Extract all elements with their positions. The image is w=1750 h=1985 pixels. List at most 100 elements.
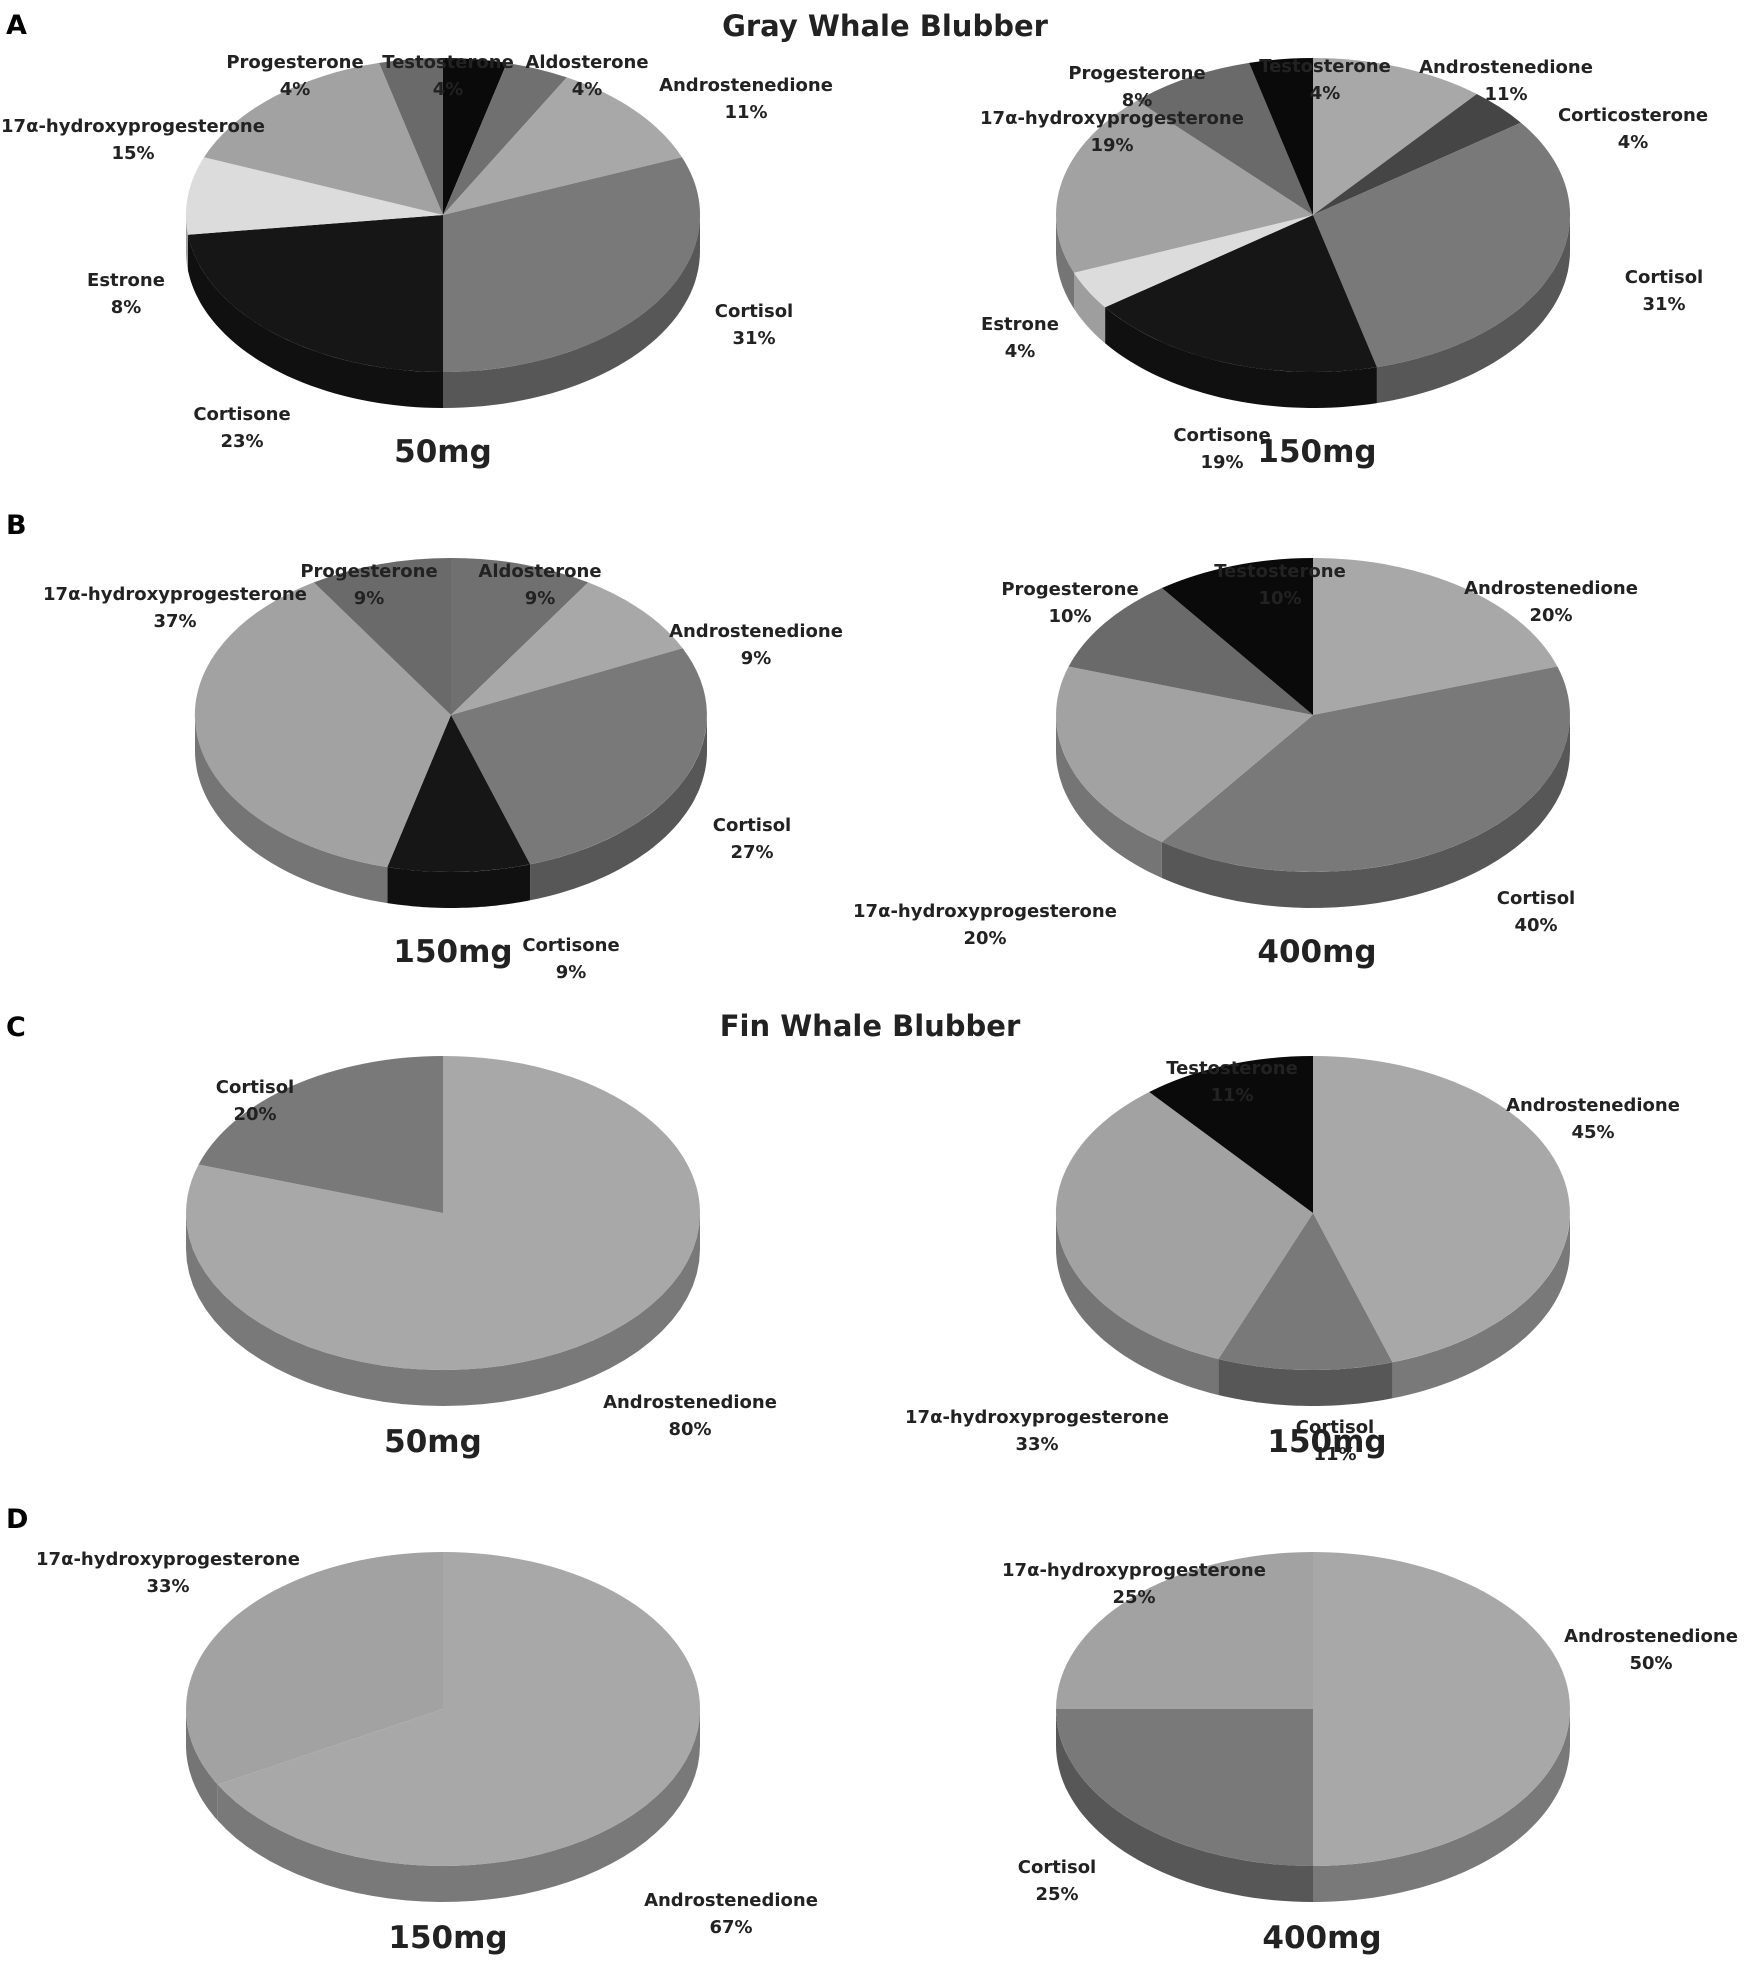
slice-label-value: 19% [1090, 135, 1133, 156]
slice-label-name: Testosterone [1259, 56, 1391, 77]
pie-top [185, 57, 701, 372]
slice-label-name: Aldosterone [478, 561, 601, 582]
slice-label-name: 17α-hydroxyprogesterone [43, 584, 307, 605]
pie-slice-3 [1056, 1552, 1313, 1709]
pie-side-1 [1313, 1709, 1570, 1902]
pie-side-1 [186, 1213, 700, 1406]
pie-top [1056, 558, 1570, 872]
pie-top [186, 1552, 701, 1866]
panel-title-c: Fin Whale Blubber [720, 1009, 1021, 1043]
slice-label-value: 50% [1629, 1653, 1672, 1674]
dose-label: 400mg [1257, 934, 1376, 970]
slice-label-name: 17α-hydroxyprogesterone [1, 116, 265, 137]
slice-label-name: Androstenedione [1506, 1095, 1680, 1116]
pie-slice-2 [1218, 1213, 1393, 1370]
slice-label-value: 80% [668, 1419, 711, 1440]
slice-label-value: 31% [1642, 294, 1685, 315]
pie-slice-5 [1074, 215, 1313, 308]
pie-slice-1 [1313, 58, 1477, 215]
slice-label-value: 10% [1048, 606, 1091, 627]
pie-side-4 [1105, 307, 1377, 408]
pie-chart-4: Androstenedione 20% Cortisol 40% 17α-hydroxy… [853, 558, 1638, 970]
slice-label-name: Androstenedione [659, 75, 833, 96]
slice-label-value: 20% [1529, 605, 1572, 626]
pie-side-2 [1056, 1709, 1313, 1902]
slice-label-name: Cortisone [522, 935, 619, 956]
pie-side-2 [186, 1709, 218, 1821]
pie-slice-2 [198, 1056, 443, 1213]
slice-label-value: 33% [146, 1576, 189, 1597]
slice-label-name: 17α-hydroxyprogesterone [1002, 1560, 1266, 1581]
slice-label-value: 23% [220, 431, 263, 452]
panel-letter-c: C [6, 1012, 26, 1043]
pie-slice-1 [443, 57, 507, 215]
slice-label-name: Cortisol [1018, 1857, 1096, 1878]
pie-side-6 [1056, 215, 1074, 309]
pie-side-5 [1074, 272, 1106, 344]
pie-slice-1 [451, 557, 589, 715]
pie-chart-1: Testosterone 4% Aldosterone 4% Androstenedio… [1, 52, 833, 470]
slice-label-value: 11% [1210, 1085, 1253, 1106]
slice-label-value: 4% [433, 79, 464, 100]
pie-side-6 [186, 215, 188, 271]
pie-chart-8: Androstenedione 50% Cortisol 25% 17α-hydroxy… [1002, 1552, 1738, 1956]
slice-label-name: 17α-hydroxyprogesterone [853, 901, 1117, 922]
slice-label-value: 9% [525, 588, 556, 609]
slice-label-name: Androstenedione [1564, 1626, 1738, 1647]
pie-side-wall [195, 715, 707, 908]
slice-label-name: Androstenedione [1419, 57, 1593, 78]
slice-label-value: 11% [1484, 84, 1527, 105]
pie-side-wall [1056, 1709, 1570, 1902]
slice-label-value: 40% [1514, 915, 1557, 936]
slice-label-value: 33% [1015, 1434, 1058, 1455]
pie-side-5 [195, 715, 388, 904]
pie-slice-1 [1313, 558, 1558, 715]
slice-label-value: 11% [724, 102, 767, 123]
pie-slice-5 [188, 215, 443, 372]
pie-slice-1 [186, 1056, 701, 1370]
pie-top [186, 1056, 701, 1370]
slice-label-value: 9% [354, 588, 385, 609]
pie-side-3 [530, 715, 707, 901]
slice-label-name: Testosterone [1166, 1058, 1298, 1079]
pie-chart-5: Androstenedione 80% Cortisol 20% 50mg [186, 1056, 777, 1460]
pie-slice-1 [217, 1552, 701, 1866]
pie-slice-3 [1313, 122, 1571, 368]
pie-top [194, 557, 707, 873]
pie-slice-2 [1056, 1709, 1313, 1866]
pie-side-4 [443, 215, 700, 408]
pie-top [1055, 1056, 1570, 1370]
slice-label-value: 25% [1035, 1884, 1078, 1905]
pie-side-3 [1056, 715, 1162, 878]
slice-label-value: 67% [709, 1917, 752, 1938]
slice-label-value: 4% [1005, 341, 1036, 362]
pie-slice-2 [451, 582, 683, 715]
slice-label-value: 10% [1258, 588, 1301, 609]
slice-label-name: 17α-hydroxyprogesterone [980, 108, 1244, 129]
slice-label-name: Testosterone [382, 52, 514, 73]
dose-label: 400mg [1262, 1920, 1381, 1956]
slice-label-value: 9% [556, 962, 587, 983]
pie-slice-2 [186, 1552, 443, 1785]
slice-label-name: Progesterone [1001, 579, 1138, 600]
pie-side-4 [387, 864, 531, 908]
slice-label-name: 17α-hydroxyprogesterone [905, 1407, 1169, 1428]
slice-label-value: 37% [153, 611, 196, 632]
slice-label-value: 4% [1618, 132, 1649, 153]
slice-label-name: Cortisol [715, 301, 793, 322]
pie-side-wall [1056, 715, 1570, 908]
slice-label-name: Androstenedione [669, 621, 843, 642]
slice-label-name: Testosterone [1214, 561, 1346, 582]
slice-label-value: 19% [1200, 452, 1243, 473]
slice-label-value: 27% [730, 842, 773, 863]
pie-top [1055, 57, 1571, 373]
pie-slice-3 [1056, 666, 1313, 842]
pie-slice-4 [1149, 1056, 1313, 1213]
dose-label: 50mg [394, 434, 492, 470]
dose-label: 150mg [393, 934, 512, 970]
pie-slice-4 [443, 157, 701, 372]
pie-side-wall [1056, 1213, 1570, 1406]
slice-label-value: 8% [111, 297, 142, 318]
slice-label-name: Progesterone [300, 561, 437, 582]
dose-label: 150mg [388, 1920, 507, 1956]
